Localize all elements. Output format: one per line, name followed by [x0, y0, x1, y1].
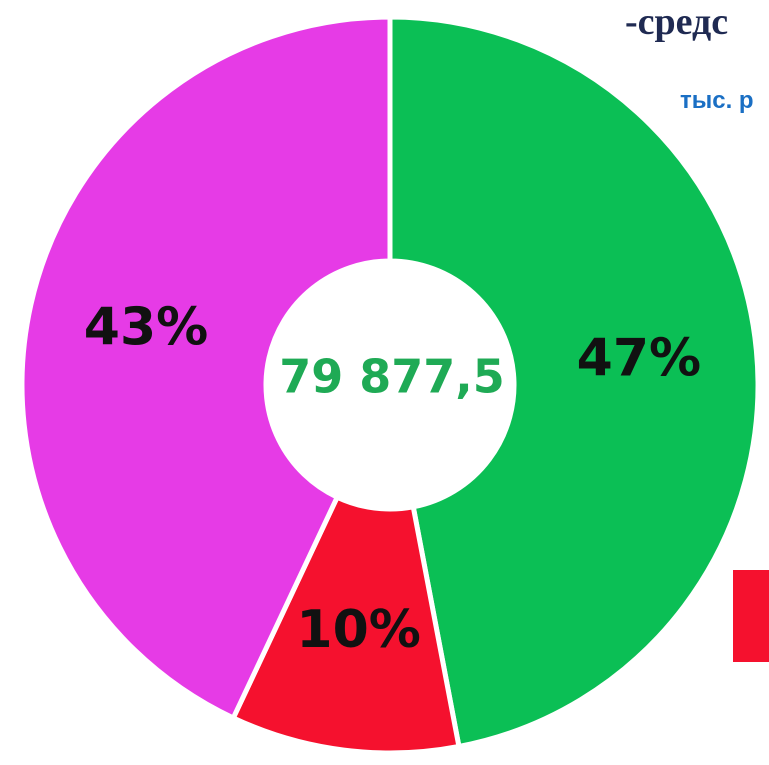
donut	[19, 14, 761, 756]
slice-label: 10%	[296, 600, 420, 660]
slice	[229, 493, 462, 756]
slice	[387, 14, 761, 750]
slice	[19, 14, 393, 722]
slice-label: 43%	[84, 297, 208, 357]
chart-subtitle: тыс. р	[680, 87, 754, 114]
chart-title: -средс	[625, 1, 728, 43]
slice-label: 47%	[577, 328, 701, 388]
legend-swatch	[733, 570, 769, 662]
center-label: 79 877,5	[279, 350, 505, 404]
